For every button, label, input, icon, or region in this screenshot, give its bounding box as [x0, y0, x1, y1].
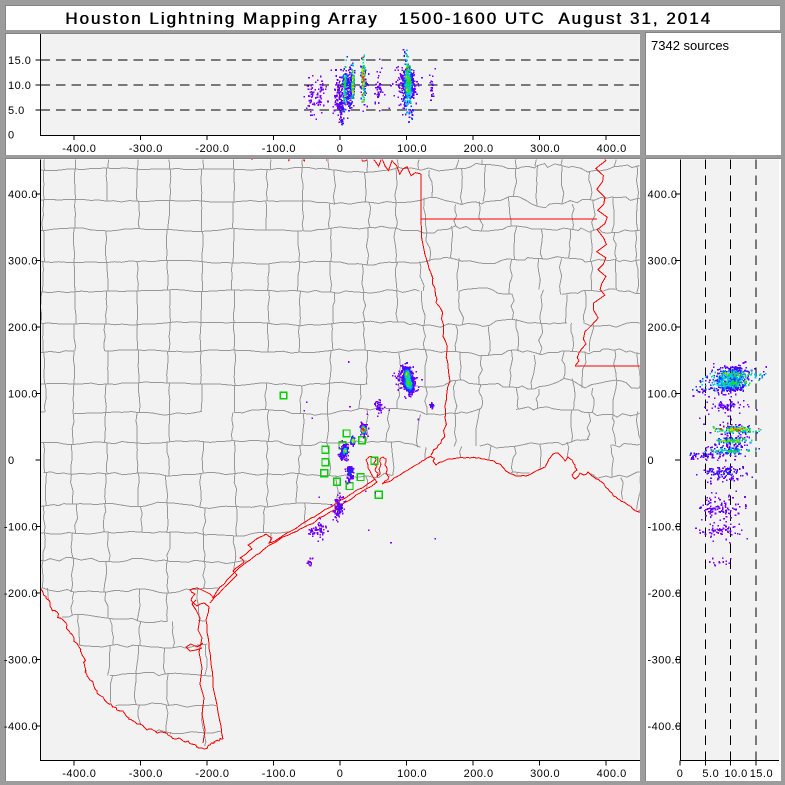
svg-text:300.0: 300.0	[648, 255, 678, 267]
svg-text:400.0: 400.0	[597, 768, 627, 780]
svg-text:-400.0: -400.0	[62, 143, 96, 155]
svg-text:10.0: 10.0	[724, 768, 747, 780]
svg-text:400.0: 400.0	[597, 143, 627, 155]
svg-text:200.0: 200.0	[464, 143, 494, 155]
svg-text:200.0: 200.0	[648, 322, 678, 334]
svg-text:-100.0: -100.0	[4, 522, 38, 534]
svg-text:-200.0: -200.0	[648, 588, 682, 600]
svg-text:0: 0	[677, 768, 684, 780]
svg-text:-300.0: -300.0	[648, 655, 682, 667]
svg-text:5.0: 5.0	[702, 768, 719, 780]
svg-text:200.0: 200.0	[8, 322, 38, 334]
svg-text:0: 0	[8, 455, 15, 467]
svg-text:0: 0	[8, 130, 15, 142]
svg-text:100.0: 100.0	[8, 388, 38, 400]
svg-text:5.0: 5.0	[8, 105, 25, 117]
svg-text:-200.0: -200.0	[195, 768, 229, 780]
svg-text:-400.0: -400.0	[4, 721, 38, 733]
svg-text:15.0: 15.0	[750, 768, 773, 780]
svg-text:-200.0: -200.0	[195, 143, 229, 155]
svg-text:0: 0	[337, 143, 344, 155]
svg-text:100.0: 100.0	[397, 143, 427, 155]
svg-text:-100.0: -100.0	[262, 143, 296, 155]
svg-text:300.0: 300.0	[530, 768, 560, 780]
svg-text:0: 0	[648, 455, 655, 467]
svg-text:300.0: 300.0	[530, 143, 560, 155]
svg-text:0: 0	[337, 768, 344, 780]
svg-text:400.0: 400.0	[648, 189, 678, 201]
svg-text:100.0: 100.0	[648, 388, 678, 400]
svg-text:-100.0: -100.0	[648, 522, 682, 534]
svg-text:-300.0: -300.0	[129, 143, 163, 155]
svg-text:-200.0: -200.0	[4, 588, 38, 600]
svg-text:400.0: 400.0	[8, 189, 38, 201]
svg-text:10.0: 10.0	[8, 80, 31, 92]
svg-text:200.0: 200.0	[464, 768, 494, 780]
svg-text:-400.0: -400.0	[62, 768, 96, 780]
svg-text:-400.0: -400.0	[648, 721, 682, 733]
svg-text:-300.0: -300.0	[129, 768, 163, 780]
svg-text:300.0: 300.0	[8, 255, 38, 267]
svg-text:15.0: 15.0	[8, 55, 31, 67]
svg-text:100.0: 100.0	[397, 768, 427, 780]
svg-text:-100.0: -100.0	[262, 768, 296, 780]
svg-text:-300.0: -300.0	[4, 655, 38, 667]
